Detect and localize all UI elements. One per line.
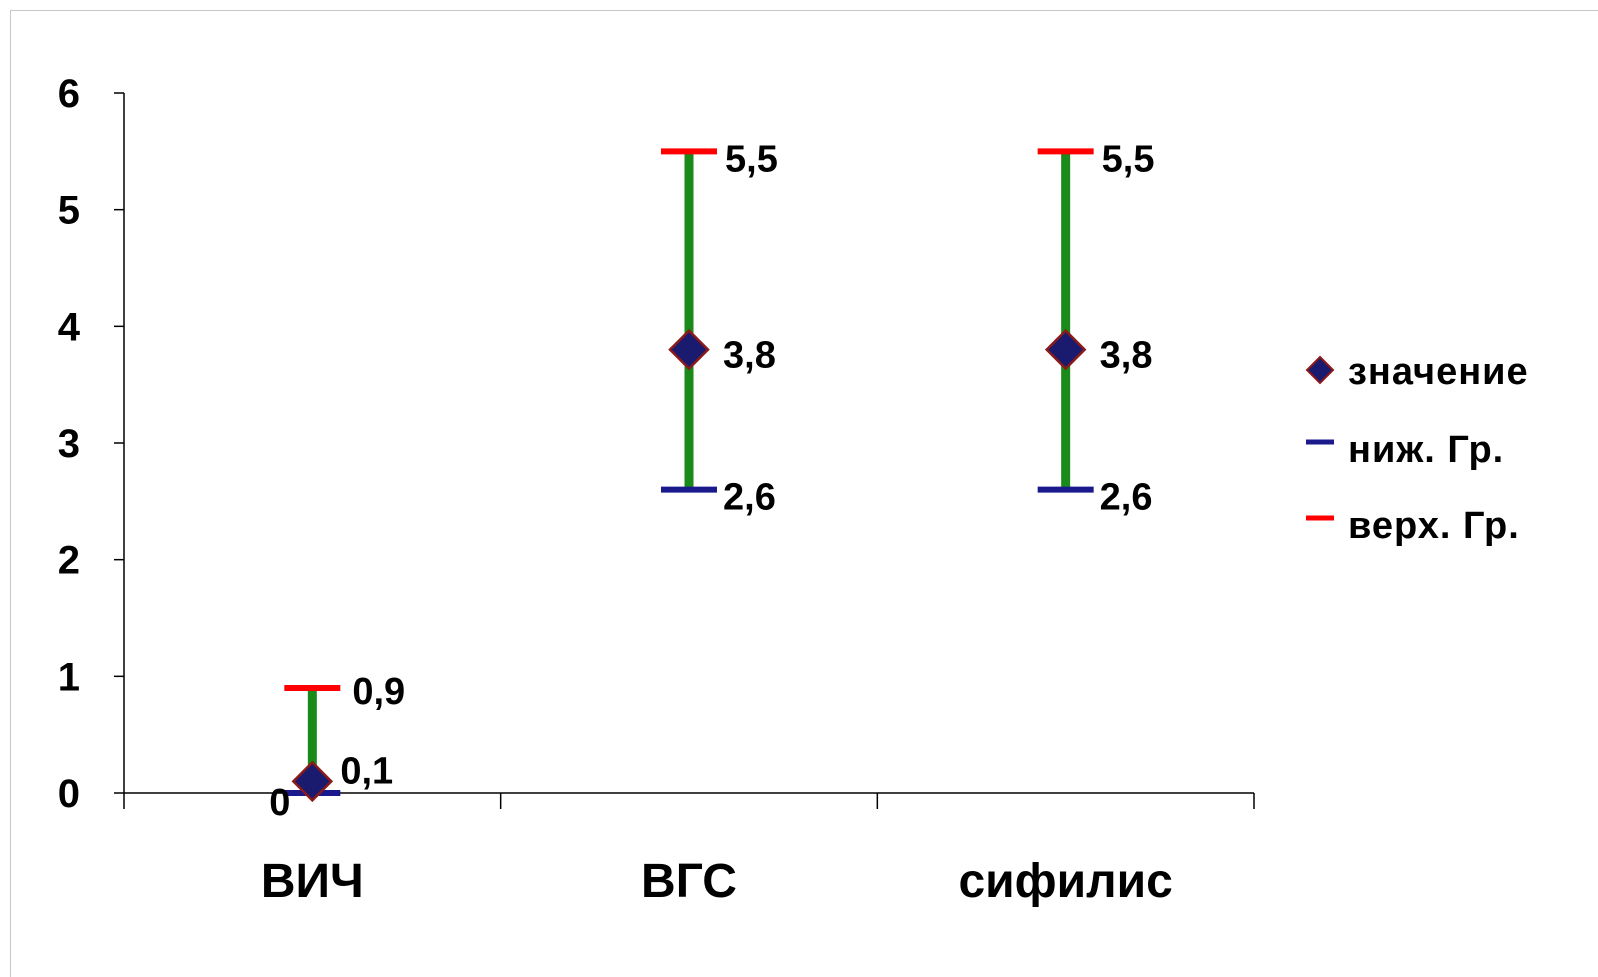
- data-labels: 0,9 0,1 0 5,5 3,8 2,6 5,5 3,8 2,6: [269, 138, 1154, 824]
- y-tick-label: 3: [58, 422, 80, 466]
- y-tick-label: 4: [58, 305, 81, 349]
- y-tick-label: 6: [58, 72, 80, 116]
- x-category-label: ВГС: [641, 855, 737, 908]
- upper-bound-label: 0,9: [352, 671, 405, 713]
- value-label: 0,1: [340, 750, 393, 792]
- upper-bound-label: 5,5: [1102, 138, 1155, 180]
- chart-frame: [10, 10, 1598, 977]
- markers: [284, 148, 1094, 803]
- lower-bound-label: 0: [269, 782, 290, 824]
- axes: 0 1 2 3 4 5 6 ВИЧ ВГС сифилис: [58, 72, 1255, 908]
- upper-bound-label: 5,5: [725, 138, 778, 180]
- legend-diamond-icon: [1305, 355, 1335, 385]
- y-tick-label: 2: [58, 539, 80, 583]
- y-tick-label: 0: [58, 772, 80, 816]
- value-marker: [1044, 328, 1087, 371]
- x-category-label: сифилис: [958, 855, 1172, 908]
- x-category-label: ВИЧ: [261, 855, 364, 908]
- lower-bound-label: 2,6: [723, 477, 776, 519]
- value-label: 3,8: [723, 335, 776, 377]
- value-marker: [668, 328, 710, 371]
- legend: значение ниж. Гр. верх. Гр.: [1305, 351, 1529, 547]
- range-lines: [307, 151, 1071, 793]
- lower-bound-label: 2,6: [1100, 477, 1153, 519]
- y-tick-label: 1: [58, 655, 80, 699]
- legend-label-value: значение: [1348, 351, 1529, 393]
- legend-label-lower: ниж. Гр.: [1348, 429, 1504, 471]
- y-tick-label: 5: [58, 189, 80, 233]
- value-label: 3,8: [1100, 335, 1153, 377]
- legend-label-upper: верх. Гр.: [1348, 505, 1520, 547]
- value-marker: [291, 760, 334, 803]
